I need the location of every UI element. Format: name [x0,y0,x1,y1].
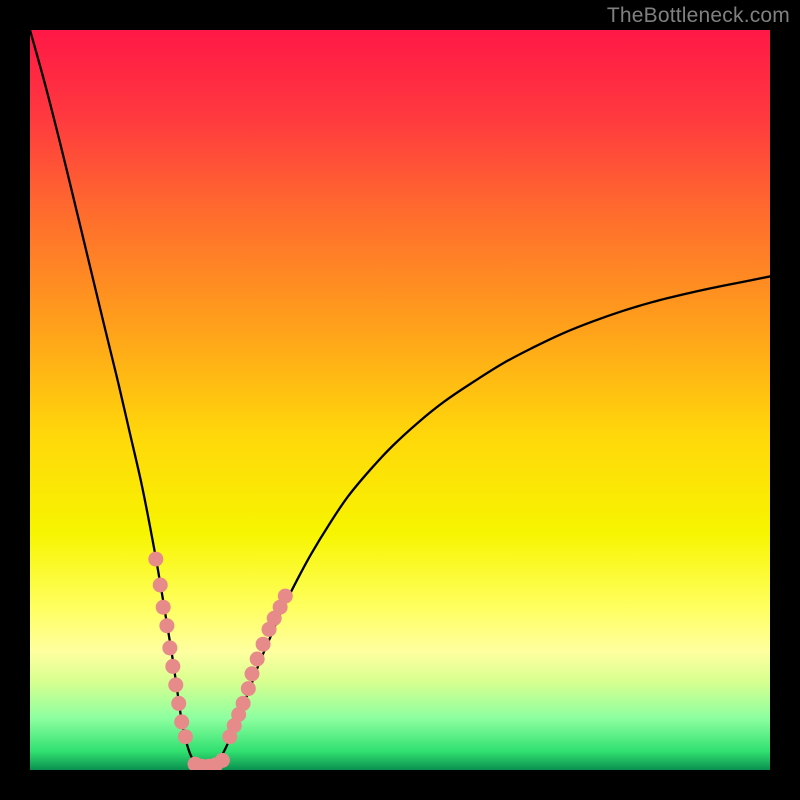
marker-dot [165,659,180,674]
watermark-text: TheBottleneck.com [607,4,790,28]
marker-dot [162,640,177,655]
marker-dot [159,618,174,633]
marker-dot [278,589,293,604]
marker-dot [156,600,171,615]
marker-dot [148,552,163,567]
marker-dot [174,714,189,729]
chart-frame: TheBottleneck.com [0,0,800,800]
marker-dot [250,652,265,667]
marker-dot [178,729,193,744]
marker-dot [245,666,260,681]
gradient-background [30,30,770,770]
marker-dot [241,681,256,696]
marker-dot [256,637,271,652]
marker-dot [171,696,186,711]
plot-area [30,30,770,770]
marker-dot [153,578,168,593]
marker-dot [236,696,251,711]
marker-dot [168,677,183,692]
bottleneck-curve-chart [30,30,770,770]
marker-dot [215,753,230,768]
